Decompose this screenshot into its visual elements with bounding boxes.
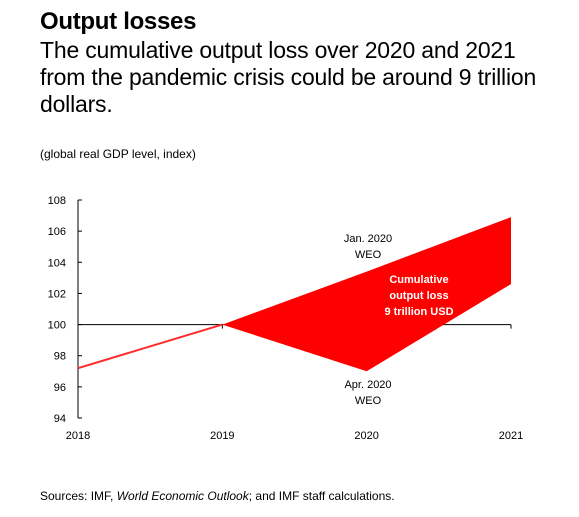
y-tick-label: 106 <box>48 226 66 238</box>
source-publication: World Economic Outlook <box>116 489 249 503</box>
chart-title: Output losses <box>40 8 197 35</box>
jan-weo-label: Jan. 2020 <box>344 233 392 245</box>
source-suffix: ; and IMF staff calculations. <box>248 489 395 503</box>
y-tick-label: 98 <box>54 351 66 363</box>
y-tick-label: 94 <box>54 413 66 425</box>
output-loss-label: 9 trillion USD <box>384 306 453 318</box>
y-tick-label: 102 <box>48 288 66 300</box>
y-tick-label: 96 <box>54 382 66 394</box>
x-tick-label: 2019 <box>210 430 234 442</box>
x-tick-label: 2018 <box>66 430 90 442</box>
output-loss-label: Cumulative <box>389 274 448 286</box>
y-tick-label: 100 <box>48 320 66 332</box>
apr-weo-label: Apr. 2020 <box>344 379 391 391</box>
source-prefix: Sources: IMF, <box>40 489 117 503</box>
chart-subtitle: The cumulative output loss over 2020 and… <box>40 37 537 117</box>
chart-marks <box>77 217 512 372</box>
output-loss-label: output loss <box>389 290 448 302</box>
jan-weo-label: WEO <box>355 249 382 261</box>
x-tick-label: 2020 <box>354 430 378 442</box>
source-note: Sources: IMF, World Economic Outlook; an… <box>40 489 395 503</box>
output-loss-area <box>222 217 512 372</box>
y-tick-label: 108 <box>48 195 66 207</box>
apr-weo-label: WEO <box>355 395 382 407</box>
y-tick-label: 104 <box>48 257 66 269</box>
y-axis: 94 96 98 100 102 104 106 108 <box>48 195 82 425</box>
chart-annotations: Jan. 2020 WEO Apr. 2020 WEO Cumulative output… <box>344 233 454 407</box>
units-label: (global real GDP level, index) <box>40 147 196 161</box>
x-tick-label: 2021 <box>499 430 523 442</box>
history-line <box>77 323 223 370</box>
